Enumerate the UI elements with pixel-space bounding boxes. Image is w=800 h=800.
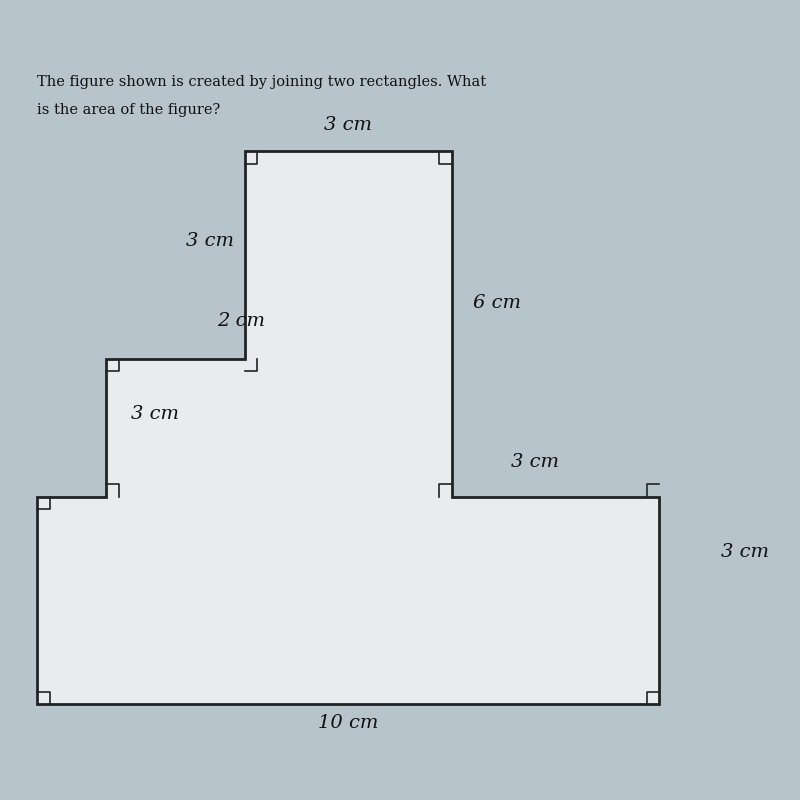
Text: 3 cm: 3 cm: [510, 453, 558, 471]
Polygon shape: [38, 151, 659, 704]
Text: 3 cm: 3 cm: [186, 232, 234, 250]
Text: 3 cm: 3 cm: [324, 116, 372, 134]
Text: The figure shown is created by joining two rectangles. What: The figure shown is created by joining t…: [38, 75, 486, 90]
Text: is the area of the figure?: is the area of the figure?: [38, 103, 221, 117]
Text: 3 cm: 3 cm: [131, 405, 179, 423]
Text: 3 cm: 3 cm: [722, 543, 770, 561]
Text: 2 cm: 2 cm: [218, 311, 266, 330]
Text: 6 cm: 6 cm: [473, 294, 521, 312]
Text: 10 cm: 10 cm: [318, 714, 378, 732]
